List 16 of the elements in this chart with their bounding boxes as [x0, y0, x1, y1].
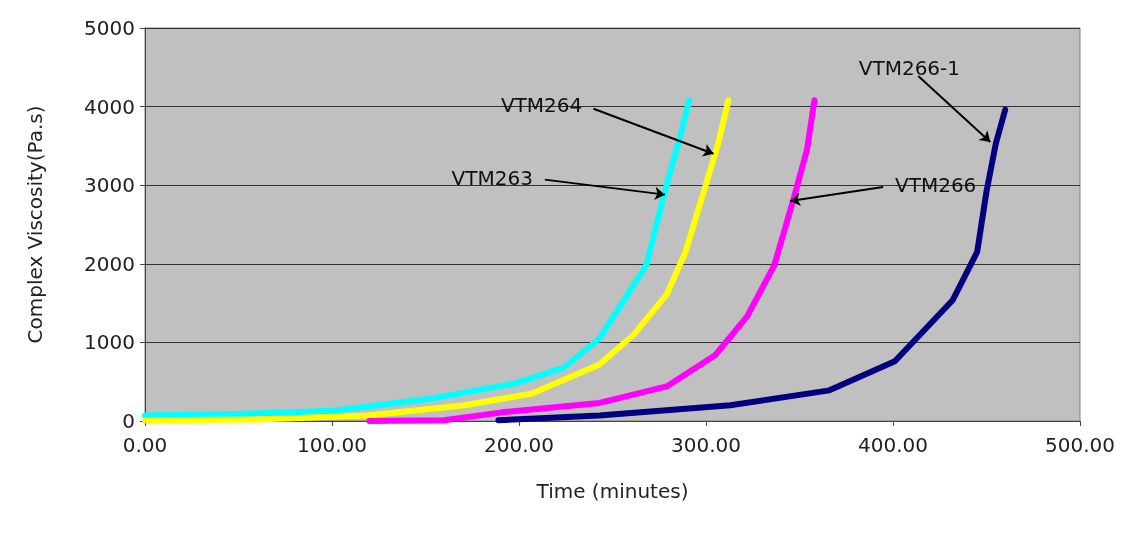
y-tick-label: 5000: [84, 16, 135, 40]
annotation: VTM263: [451, 166, 533, 191]
y-tick-label: 1000: [84, 330, 135, 355]
x-tick-label: 200.00: [484, 433, 554, 457]
y-tick-label: 3000: [84, 173, 135, 198]
x-tick-label: 400.00: [858, 433, 928, 457]
x-tick-label: 300.00: [671, 433, 741, 457]
x-tick-label: 100.00: [297, 433, 367, 457]
y-tick-label: 2000: [84, 251, 135, 276]
annotation: VTM266-1: [858, 55, 961, 80]
y-tick-label: 4000: [84, 94, 135, 119]
y-tick-label: 0: [122, 409, 135, 433]
y-axis-title: Complex Viscosity(Pa.s): [23, 105, 47, 344]
x-tick-label: 500.00: [1045, 433, 1115, 457]
x-tick-label: 0.00: [122, 433, 168, 457]
x-axis-title: Time (minutes): [535, 479, 689, 503]
